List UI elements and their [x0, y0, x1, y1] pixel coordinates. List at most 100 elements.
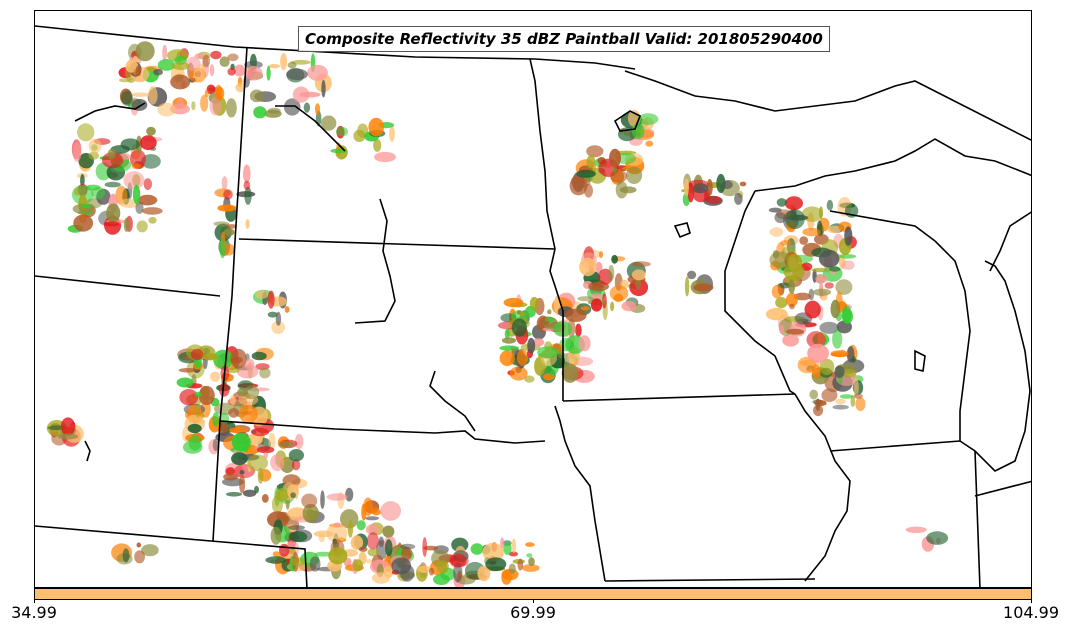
reflectivity-blob: [123, 217, 130, 232]
reflectivity-blob: [602, 293, 607, 309]
reflectivity-blob: [243, 489, 257, 497]
reflectivity-blob: [103, 221, 120, 227]
reflectivity-blob: [926, 531, 949, 545]
reflectivity-blob: [787, 253, 803, 272]
reflectivity-blob: [290, 557, 305, 567]
reflectivity-blob: [692, 183, 709, 194]
reflectivity-blob: [219, 382, 230, 397]
reflectivity-blob: [576, 169, 596, 178]
reflectivity-blob: [401, 546, 413, 561]
reflectivity-blob: [197, 419, 206, 425]
reflectivity-blob: [230, 348, 247, 369]
reflectivity-blob: [537, 346, 559, 359]
reflectivity-blob: [838, 254, 857, 259]
reflectivity-blob: [835, 398, 846, 405]
reflectivity-blob: [60, 417, 76, 436]
reflectivity-blob: [470, 543, 484, 555]
sd-nebraska-border: [219, 420, 546, 444]
reflectivity-blob: [841, 305, 852, 324]
reflectivity-blob: [268, 64, 280, 69]
reflectivity-blob: [802, 227, 821, 237]
reflectivity-blob: [130, 92, 150, 97]
reflectivity-blob: [237, 388, 249, 397]
reflectivity-blob: [263, 452, 269, 459]
reflectivity-blob: [529, 296, 539, 310]
reflectivity-blob: [586, 155, 596, 169]
reflectivity-blob: [504, 328, 510, 340]
reflectivity-blob: [219, 56, 230, 67]
reflectivity-blob: [139, 135, 157, 151]
reflectivity-blob: [508, 563, 516, 574]
reflectivity-blob: [814, 400, 827, 407]
reflectivity-blob: [499, 345, 519, 351]
reflectivity-blob: [477, 565, 491, 582]
reflectivity-blob: [135, 201, 144, 214]
reflectivity-blob: [251, 427, 270, 437]
reflectivity-blob: [788, 279, 795, 294]
sd-mn-border: [549, 248, 564, 401]
reflectivity-blob: [616, 152, 636, 165]
reflectivity-blob: [811, 267, 828, 273]
missouri-river: [354, 198, 396, 324]
reflectivity-blob: [247, 454, 269, 472]
reflectivity-blob: [371, 506, 380, 516]
reflectivity-blob: [303, 102, 311, 113]
reflectivity-blob: [739, 181, 747, 187]
missouri-river-lower: [429, 370, 476, 432]
reflectivity-blob: [684, 178, 689, 197]
reflectivity-blob: [221, 176, 228, 191]
reflectivity-blob: [72, 142, 82, 162]
reflectivity-blob: [693, 283, 714, 292]
reflectivity-blob: [829, 266, 841, 272]
reflectivity-blob: [209, 97, 222, 116]
lake-outline-3: [74, 102, 146, 122]
lake-outline-6: [84, 440, 91, 462]
reflectivity-blob: [254, 485, 259, 494]
reflectivity-blob: [209, 64, 215, 77]
reflectivity-blob: [143, 178, 152, 191]
reflectivity-blob: [547, 309, 552, 315]
reflectivity-blob: [347, 519, 354, 538]
reflectivity-blob: [292, 86, 310, 103]
reflectivity-blob: [794, 292, 811, 301]
reflectivity-blob: [501, 337, 517, 344]
reflectivity-blob: [353, 129, 366, 142]
reflectivity-blob: [245, 219, 250, 229]
reflectivity-blob: [453, 562, 463, 583]
reflectivity-blob: [194, 53, 206, 60]
reflectivity-blob: [532, 338, 545, 347]
reflectivity-blob: [561, 363, 579, 383]
reflectivity-blob: [511, 538, 517, 554]
lake-outline-1: [613, 110, 642, 132]
reflectivity-blob: [830, 299, 841, 319]
reflectivity-blob: [141, 544, 159, 557]
reflectivity-blob: [819, 358, 835, 376]
reflectivity-blob: [815, 274, 829, 284]
reflectivity-blob: [827, 225, 841, 234]
reflectivity-blob: [365, 524, 380, 535]
reflectivity-blob: [577, 296, 594, 302]
reflectivity-blob: [213, 349, 234, 369]
reflectivity-blob: [196, 63, 206, 83]
reflectivity-blob: [706, 195, 722, 204]
reflectivity-blob: [850, 395, 856, 407]
reflectivity-blob: [227, 53, 239, 62]
reflectivity-blob: [77, 123, 95, 142]
lake-superior-south-shore: [754, 138, 1031, 192]
reflectivity-blob: [191, 101, 196, 111]
reflectivity-blob: [314, 103, 321, 115]
reflectivity-blob: [148, 216, 157, 224]
reflectivity-blob: [356, 520, 366, 531]
reflectivity-blob: [631, 261, 651, 267]
lake-outline-2: [673, 222, 691, 239]
reflectivity-blob: [278, 441, 295, 448]
reflectivity-blob: [721, 180, 733, 190]
reflectivity-blob: [301, 493, 318, 509]
reflectivity-blob: [136, 542, 142, 548]
reflectivity-blob: [253, 106, 267, 119]
reflectivity-blob: [811, 364, 821, 379]
reflectivity-blob: [212, 438, 219, 451]
reflectivity-blob: [81, 204, 92, 209]
reflectivity-blob: [314, 551, 333, 557]
reflectivity-blob: [578, 335, 591, 352]
